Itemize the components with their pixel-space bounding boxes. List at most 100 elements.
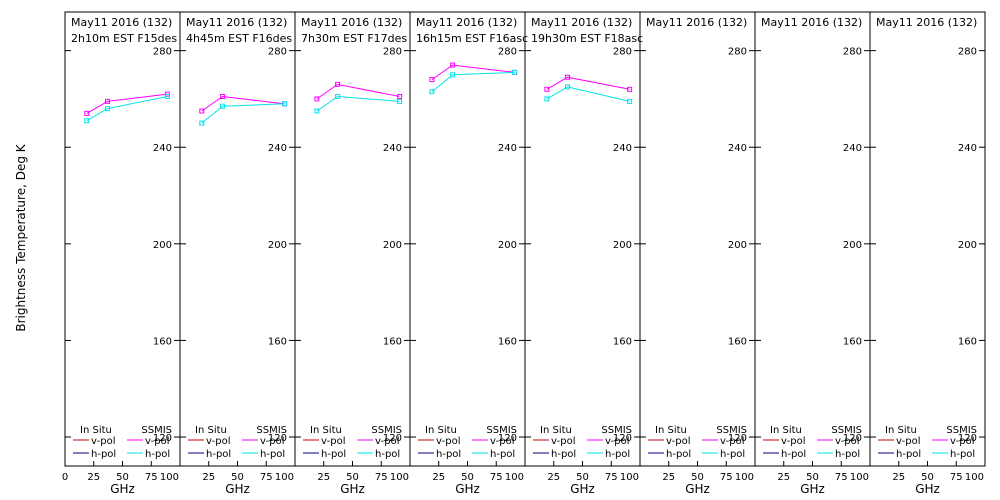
y-tick-label: 160: [728, 336, 747, 347]
x-tick-label: 75: [490, 472, 503, 483]
legend-in-situ-vpol-label: v-pol: [666, 436, 691, 447]
panel-2: May11 2016 (132) 4h45m EST F16des 120 160 20…: [179, 11, 296, 496]
panel-title-date: May11 2016 (132): [761, 16, 862, 29]
x-tick-label: 50: [806, 472, 819, 483]
legend-ssmis-vpol-label: v-pol: [605, 436, 630, 447]
panel-title-time: 2h10m EST F15des: [71, 32, 177, 45]
y-tick-label: 280: [613, 47, 632, 58]
legend-ssmis-vpol-label: v-pol: [950, 436, 975, 447]
panel-title-date: May11 2016 (132): [416, 16, 517, 29]
panel-title-date: May11 2016 (132): [531, 16, 632, 29]
y-tick-label: 200: [268, 240, 287, 251]
legend-ssmis-hpol-label: h-pol: [490, 449, 515, 460]
x-tick-label: 100: [850, 472, 869, 483]
legend-in-situ-header: In Situ: [310, 425, 342, 436]
legend-in-situ-vpol-label: v-pol: [436, 436, 461, 447]
data-point-ssmis-hpol: [335, 94, 341, 99]
x-tick-label: 50: [346, 472, 359, 483]
y-tick-label: 120: [153, 433, 172, 444]
x-tick-label: 100: [965, 472, 984, 483]
y-tick-label: 280: [383, 47, 402, 58]
panel-title-date: May11 2016 (132): [301, 16, 402, 29]
y-tick-label: 120: [613, 433, 632, 444]
data-point-ssmis-vpol: [335, 81, 341, 87]
x-tick-label: 75: [260, 472, 273, 483]
x-tick-label: 25: [87, 472, 100, 483]
legend-in-situ-vpol-label: v-pol: [551, 436, 576, 447]
x-tick-label: 100: [160, 472, 179, 483]
series-line-ssmis-vpol: [431, 64, 515, 81]
legend-ssmis-hpol-label: h-pol: [950, 449, 975, 460]
x-tick-label: 75: [605, 472, 618, 483]
legend-in-situ-vpol-label: v-pol: [206, 436, 231, 447]
panel-title-time: 4h45m EST F16des: [186, 32, 292, 45]
y-tick-label: 200: [383, 240, 402, 251]
y-tick-label: 120: [728, 433, 747, 444]
data-point-ssmis-vpol: [84, 110, 90, 116]
data-point-ssmis-vpol: [105, 98, 110, 104]
legend-ssmis-vpol-label: v-pol: [490, 436, 515, 447]
y-tick-label: 200: [728, 240, 747, 251]
x-axis-title: GHz: [685, 482, 710, 496]
y-tick-label: 240: [728, 143, 747, 154]
data-point-ssmis-hpol: [199, 120, 205, 126]
legend-in-situ-vpol-label: v-pol: [896, 436, 921, 447]
data-point-ssmis-hpol: [84, 118, 90, 124]
y-tick-label: 240: [958, 143, 977, 154]
x-tick-label: 50: [691, 472, 704, 483]
data-point-ssmis-hpol: [627, 98, 633, 104]
y-tick-label: 280: [958, 47, 977, 58]
data-point-ssmis-vpol: [450, 62, 456, 68]
x-axis-title: GHz: [915, 482, 940, 496]
series-line-ssmis-hpol: [201, 103, 285, 124]
panel-title-time: 7h30m EST F17des: [301, 32, 407, 45]
y-tick-label: 120: [268, 433, 287, 444]
series-line-ssmis-vpol: [86, 93, 168, 114]
legend-in-situ-hpol-label: h-pol: [436, 449, 461, 460]
legend-in-situ-header: In Situ: [885, 425, 917, 436]
legend-ssmis-header: SSMIS: [601, 425, 632, 436]
data-point-ssmis-hpol: [429, 89, 435, 95]
y-tick-label: 240: [843, 143, 862, 154]
x-tick-label: 0: [62, 472, 68, 483]
series-line-ssmis-vpol: [201, 95, 285, 112]
panel-title-date: May11 2016 (132): [71, 16, 172, 29]
panel-title-time: 19h30m EST F18asc: [531, 32, 643, 45]
legend-ssmis-vpol-label: v-pol: [720, 436, 745, 447]
y-tick-label: 200: [843, 240, 862, 251]
x-tick-label: 25: [777, 472, 790, 483]
y-tick-label: 120: [843, 433, 862, 444]
legend-in-situ-hpol-label: h-pol: [91, 449, 116, 460]
legend-in-situ-hpol-label: h-pol: [321, 449, 346, 460]
series-line-ssmis-hpol: [86, 96, 168, 122]
legend-ssmis-header: SSMIS: [256, 425, 287, 436]
series-line-ssmis-hpol: [316, 95, 400, 112]
series-line-ssmis-hpol: [546, 86, 630, 102]
x-tick-label: 50: [576, 472, 589, 483]
panel-5: May11 2016 (132) 19h30m EST F18asc 120 160 2…: [524, 11, 643, 496]
panel-3: May11 2016 (132) 7h30m EST F17des 120 160 20…: [294, 11, 411, 496]
legend-ssmis-hpol-label: h-pol: [835, 449, 860, 460]
y-tick-label: 280: [843, 47, 862, 58]
legend-ssmis-header: SSMIS: [486, 425, 517, 436]
x-tick-label: 75: [720, 472, 733, 483]
data-point-ssmis-vpol: [220, 94, 226, 99]
data-point-ssmis-hpol: [105, 106, 110, 112]
data-point-ssmis-hpol: [450, 72, 456, 78]
x-tick-label: 50: [461, 472, 474, 483]
legend-ssmis-hpol-label: h-pol: [145, 449, 170, 460]
x-axis-title: GHz: [225, 482, 250, 496]
x-tick-label: 25: [432, 472, 445, 483]
legend-ssmis-vpol-label: v-pol: [835, 436, 860, 447]
panel-title-date: May11 2016 (132): [876, 16, 977, 29]
legend-in-situ-header: In Situ: [195, 425, 227, 436]
legend-ssmis-header: SSMIS: [716, 425, 747, 436]
legend-ssmis-hpol-label: h-pol: [375, 449, 400, 460]
data-point-ssmis-vpol: [544, 86, 550, 92]
y-tick-label: 240: [498, 143, 517, 154]
x-tick-label: 100: [390, 472, 409, 483]
x-tick-label: 75: [375, 472, 388, 483]
panel-title-date: May11 2016 (132): [646, 16, 747, 29]
y-axis-title: Brightness Temperature, Deg K: [14, 143, 28, 331]
